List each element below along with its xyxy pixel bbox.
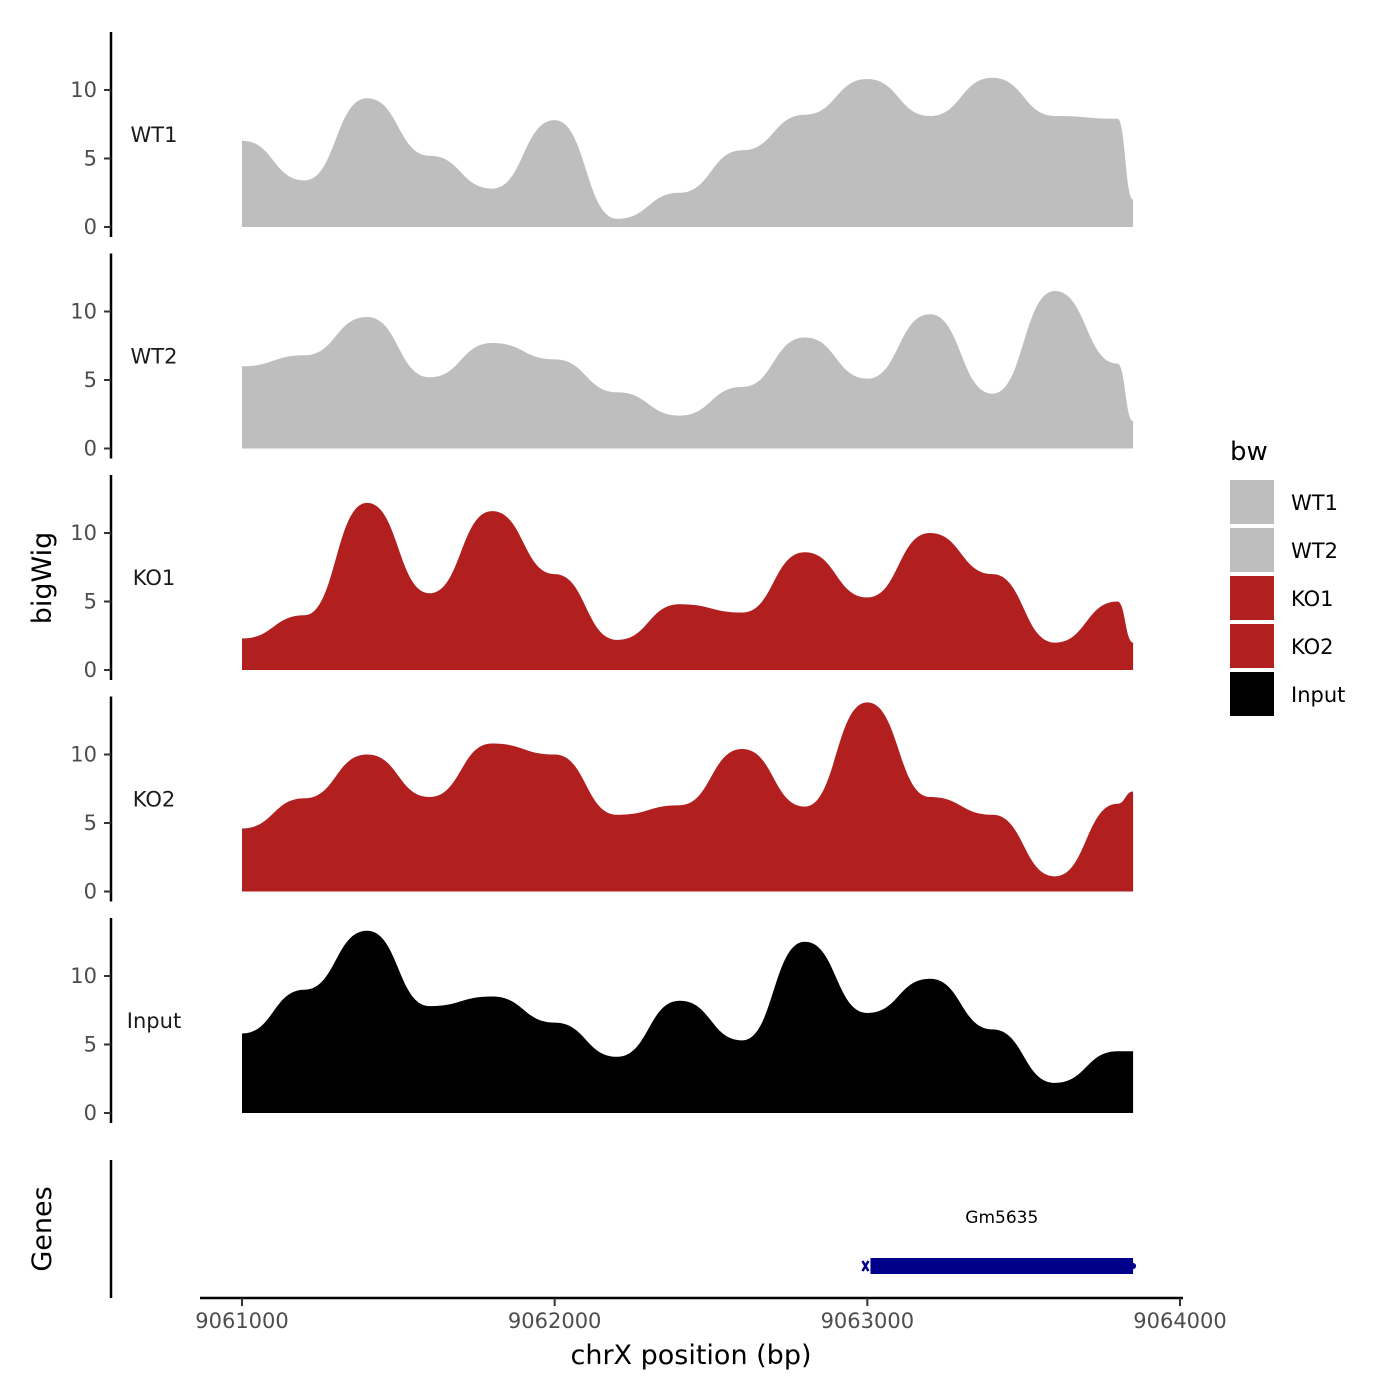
x-tick-label: 9064000 <box>1133 1309 1227 1333</box>
signal-area-wt2 <box>242 291 1133 449</box>
y-tick-label: 5 <box>84 1033 97 1057</box>
track-label-wt2: WT2 <box>131 345 178 369</box>
y-tick-label: 0 <box>84 215 97 239</box>
x-axis-title: chrX position (bp) <box>570 1340 811 1371</box>
legend-items: WT1 WT2 KO1 KO2 Input <box>1230 480 1345 716</box>
legend-key-wt1 <box>1230 480 1274 524</box>
x-tick-label: 9061000 <box>195 1309 289 1333</box>
y-tick-label: 10 <box>70 300 97 324</box>
legend: bw WT1 WT2 KO1 KO2 Input <box>1230 437 1345 716</box>
legend-key-ko2 <box>1230 624 1274 668</box>
y-tick-label: 0 <box>84 880 97 904</box>
track-label-ko1: KO1 <box>133 566 176 590</box>
gene-end-marker <box>1130 1263 1136 1269</box>
legend-label-input: Input <box>1291 683 1345 707</box>
legend-key-wt2 <box>1230 528 1274 572</box>
y-tick-label: 0 <box>84 437 97 461</box>
track-label-ko2: KO2 <box>133 788 176 812</box>
y-tick-label: 5 <box>84 590 97 614</box>
legend-label-ko1: KO1 <box>1291 587 1334 611</box>
x-tick-label: 9063000 <box>821 1309 915 1333</box>
y-tick-label: 10 <box>70 743 97 767</box>
signal-area-wt1 <box>242 78 1133 227</box>
genes-axis-title: Genes <box>27 1186 58 1271</box>
gene-label: Gm5635 <box>965 1208 1038 1228</box>
y-tick-label: 10 <box>70 78 97 102</box>
legend-label-wt2: WT2 <box>1291 539 1338 563</box>
genes-panel: Gm5635 <box>111 1160 1136 1298</box>
gene-models: Gm5635 <box>862 1208 1136 1274</box>
gene-body <box>870 1258 1133 1274</box>
track-ko2: 0 5 10 KO2 <box>70 697 1133 904</box>
legend-key-input <box>1230 672 1274 716</box>
signal-area-ko1 <box>242 503 1133 670</box>
legend-label-ko2: KO2 <box>1291 635 1334 659</box>
gene-start-marker <box>862 1261 868 1271</box>
x-axis-ticks: 9061000 9062000 9063000 9064000 <box>195 1298 1227 1333</box>
legend-key-ko1 <box>1230 576 1274 620</box>
genome-track-chart: 0 5 10 WT1 0 5 10 WT2 0 5 10 KO1 0 5 10 KO2 0 5 10 Input Gm… <box>0 0 1400 1400</box>
legend-title: bw <box>1230 437 1268 467</box>
track-input: 0 5 10 Input <box>70 918 1133 1125</box>
y-tick-label: 0 <box>84 1101 97 1125</box>
y-tick-label: 5 <box>84 147 97 171</box>
track-ko1: 0 5 10 KO1 <box>70 475 1133 682</box>
y-tick-label: 0 <box>84 658 97 682</box>
legend-label-wt1: WT1 <box>1291 491 1338 515</box>
y-tick-label: 10 <box>70 521 97 545</box>
signal-area-ko2 <box>242 702 1133 891</box>
y-tick-label: 5 <box>84 368 97 392</box>
gene-gm5635: Gm5635 <box>862 1208 1136 1274</box>
track-label-wt1: WT1 <box>131 123 178 147</box>
y-axis-title: bigWig <box>27 532 58 625</box>
x-tick-label: 9062000 <box>508 1309 602 1333</box>
y-tick-label: 10 <box>70 964 97 988</box>
x-axis: 9061000 9062000 9063000 9064000 <box>195 1298 1227 1333</box>
track-wt1: 0 5 10 WT1 <box>70 32 1133 239</box>
y-tick-label: 5 <box>84 811 97 835</box>
track-wt2: 0 5 10 WT2 <box>70 254 1133 461</box>
signal-tracks: 0 5 10 WT1 0 5 10 WT2 0 5 10 KO1 0 5 10 KO2 0 5 10 Input <box>70 32 1133 1125</box>
signal-area-input <box>242 931 1133 1113</box>
track-label-input: Input <box>127 1009 181 1033</box>
